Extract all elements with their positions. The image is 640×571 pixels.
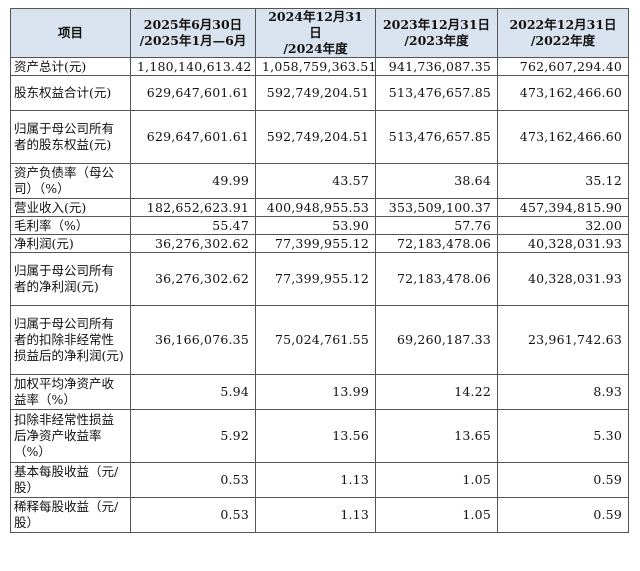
cell-value: 762,607,294.40 [497,57,629,76]
financial-table-container: 项目 2025年6月30日 /2025年1月—6月 2024年12月31日 /2… [10,8,629,533]
cell-value: 629,647,601.61 [130,110,256,164]
row-label: 毛利率（%） [10,216,131,235]
row-label: 资产负债率（母公司）（%） [10,163,131,199]
cell-value: 457,394,815.90 [497,198,629,217]
cell-value: 400,948,955.53 [255,198,376,217]
table-row: 毛利率（%） 55.47 53.90 57.76 32.00 [10,216,629,235]
table-row: 基本每股收益（元/股） 0.53 1.13 1.05 0.59 [10,462,629,498]
cell-value: 1.05 [375,497,498,533]
row-label: 营业收入(元) [10,198,131,217]
table-row: 归属于母公司所有者的净利润(元) 36,276,302.62 77,399,95… [10,252,629,306]
row-label: 资产总计(元) [10,57,131,76]
cell-value: 77,399,955.12 [255,234,376,253]
cell-value: 14.22 [375,374,498,410]
header-period-range: /2025年1月—6月 [139,33,247,48]
table-row: 营业收入(元) 182,652,623.91 400,948,955.53 35… [10,198,629,217]
cell-value: 49.99 [130,163,256,199]
cell-value: 13.99 [255,374,376,410]
cell-value: 57.76 [375,216,498,235]
table-row: 股东权益合计(元) 629,647,601.61 592,749,204.51 … [10,75,629,111]
cell-value: 5.92 [130,409,256,463]
header-period-range: /2023年度 [404,33,469,48]
header-period-range: /2024年度 [283,41,348,56]
cell-value: 13.65 [375,409,498,463]
cell-value: 36,166,076.35 [130,305,256,375]
cell-value: 1.13 [255,497,376,533]
cell-value: 1.13 [255,462,376,498]
cell-value: 53.90 [255,216,376,235]
header-period: 2025年6月30日 /2025年1月—6月 [130,8,256,58]
cell-value: 0.59 [497,462,629,498]
cell-value: 941,736,087.35 [375,57,498,76]
table-header-row: 项目 2025年6月30日 /2025年1月—6月 2024年12月31日 /2… [10,8,629,58]
cell-value: 513,476,657.85 [375,75,498,111]
table-row: 扣除非经常性损益后净资产收益率（%） 5.92 13.56 13.65 5.30 [10,409,629,463]
cell-value: 13.56 [255,409,376,463]
cell-value: 473,162,466.60 [497,75,629,111]
cell-value: 513,476,657.85 [375,110,498,164]
cell-value: 629,647,601.61 [130,75,256,111]
cell-value: 69,260,187.33 [375,305,498,375]
row-label: 股东权益合计(元) [10,75,131,111]
table-row: 稀释每股收益（元/股） 0.53 1.13 1.05 0.59 [10,497,629,533]
cell-value: 35.12 [497,163,629,199]
header-period-date: 2025年6月30日 [143,17,243,32]
table-row: 归属于母公司所有者的股东权益(元) 629,647,601.61 592,749… [10,110,629,164]
cell-value: 36,276,302.62 [130,252,256,306]
table-row: 归属于母公司所有者的扣除非经常性损益后的净利润(元) 36,166,076.35… [10,305,629,375]
cell-value: 77,399,955.12 [255,252,376,306]
cell-value: 40,328,031.93 [497,234,629,253]
header-period: 2022年12月31日 /2022年度 [497,8,629,58]
cell-value: 1,058,759,363.51 [255,57,376,76]
header-period-date: 2023年12月31日 [382,17,491,32]
cell-value: 75,024,761.55 [255,305,376,375]
row-label: 净利润(元) [10,234,131,253]
cell-value: 8.93 [497,374,629,410]
row-label: 基本每股收益（元/股） [10,462,131,498]
row-label: 归属于母公司所有者的扣除非经常性损益后的净利润(元) [10,305,131,375]
cell-value: 72,183,478.06 [375,234,498,253]
table-row: 加权平均净资产收益率（%） 5.94 13.99 14.22 8.93 [10,374,629,410]
cell-value: 0.53 [130,462,256,498]
cell-value: 592,749,204.51 [255,110,376,164]
row-label: 加权平均净资产收益率（%） [10,374,131,410]
header-period: 2023年12月31日 /2023年度 [375,8,498,58]
cell-value: 43.57 [255,163,376,199]
cell-value: 36,276,302.62 [130,234,256,253]
table-row: 净利润(元) 36,276,302.62 77,399,955.12 72,18… [10,234,629,253]
header-period-date: 2024年12月31日 [268,9,363,40]
row-label: 归属于母公司所有者的股东权益(元) [10,110,131,164]
table-row: 资产总计(元) 1,180,140,613.42 1,058,759,363.5… [10,57,629,76]
cell-value: 72,183,478.06 [375,252,498,306]
header-period: 2024年12月31日 /2024年度 [255,8,376,58]
cell-value: 592,749,204.51 [255,75,376,111]
row-label: 扣除非经常性损益后净资产收益率（%） [10,409,131,463]
table-row: 资产负债率（母公司）（%） 49.99 43.57 38.64 35.12 [10,163,629,199]
cell-value: 5.94 [130,374,256,410]
cell-value: 353,509,100.37 [375,198,498,217]
row-label: 归属于母公司所有者的净利润(元) [10,252,131,306]
cell-value: 5.30 [497,409,629,463]
cell-value: 40,328,031.93 [497,252,629,306]
cell-value: 23,961,742.63 [497,305,629,375]
header-item: 项目 [10,8,131,58]
row-label: 稀释每股收益（元/股） [10,497,131,533]
cell-value: 473,162,466.60 [497,110,629,164]
cell-value: 0.53 [130,497,256,533]
cell-value: 1.05 [375,462,498,498]
header-period-date: 2022年12月31日 [509,17,617,32]
cell-value: 0.59 [497,497,629,533]
cell-value: 55.47 [130,216,256,235]
cell-value: 32.00 [497,216,629,235]
financial-data-table: 项目 2025年6月30日 /2025年1月—6月 2024年12月31日 /2… [10,8,629,533]
cell-value: 38.64 [375,163,498,199]
cell-value: 182,652,623.91 [130,198,256,217]
header-period-range: /2022年度 [530,33,596,48]
cell-value: 1,180,140,613.42 [130,57,256,76]
